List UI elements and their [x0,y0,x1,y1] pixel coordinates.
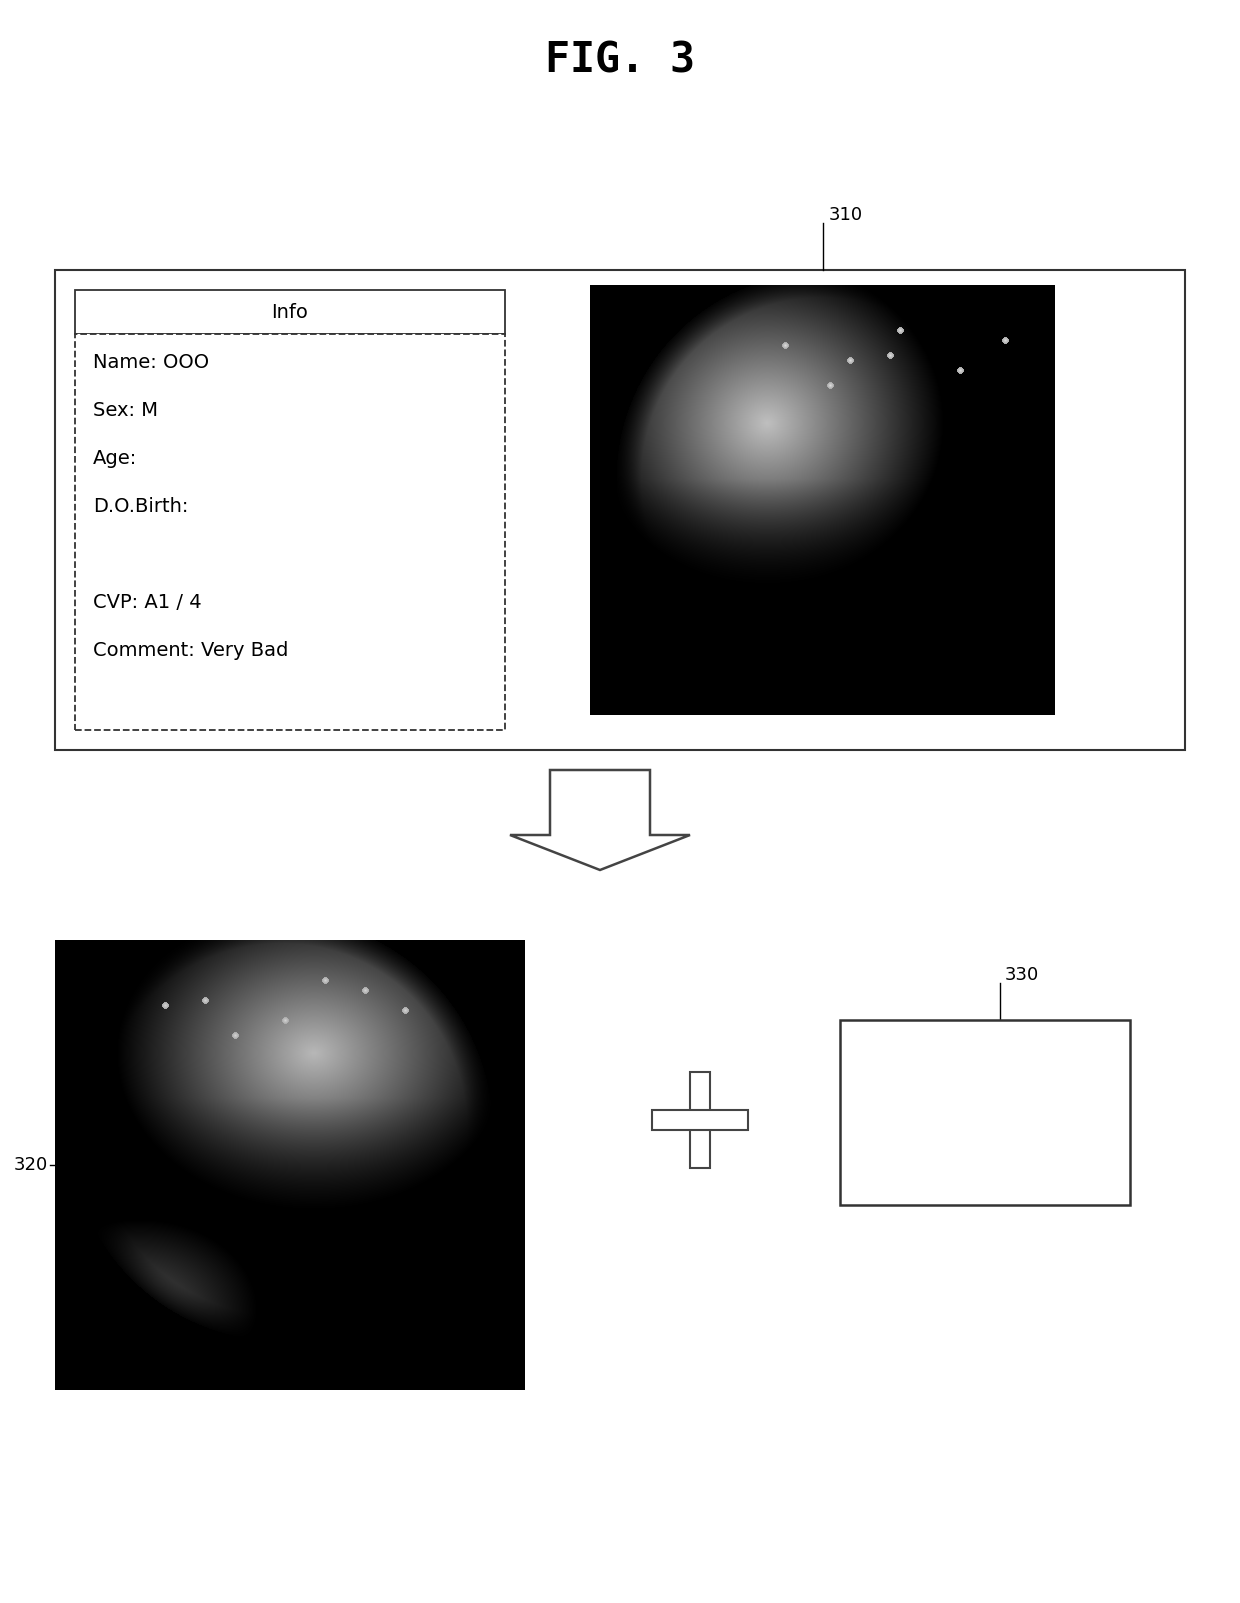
Text: Info: Info [272,303,309,322]
Text: 310: 310 [828,207,863,224]
Bar [74,290,505,333]
Bar [74,333,505,729]
Text: Comment: Very Bad: Comment: Very Bad [93,641,289,659]
Text: FIG. 3: FIG. 3 [546,38,694,82]
Polygon shape [510,769,689,870]
Bar [55,269,1185,750]
Text: 320: 320 [14,1156,48,1173]
Bar [652,1109,748,1130]
Text: D.O.Birth:: D.O.Birth: [93,497,188,516]
Text: CVP: A1 / 4: CVP: A1 / 4 [93,593,202,611]
Bar [839,1020,1130,1205]
Bar [689,1072,711,1169]
Text: Name: OOO: Name: OOO [93,353,210,372]
Text: Sex: M: Sex: M [93,401,157,420]
Text: Label: Label [957,1103,1013,1122]
Text: Age:: Age: [93,449,138,468]
Text: 330: 330 [1004,967,1039,984]
